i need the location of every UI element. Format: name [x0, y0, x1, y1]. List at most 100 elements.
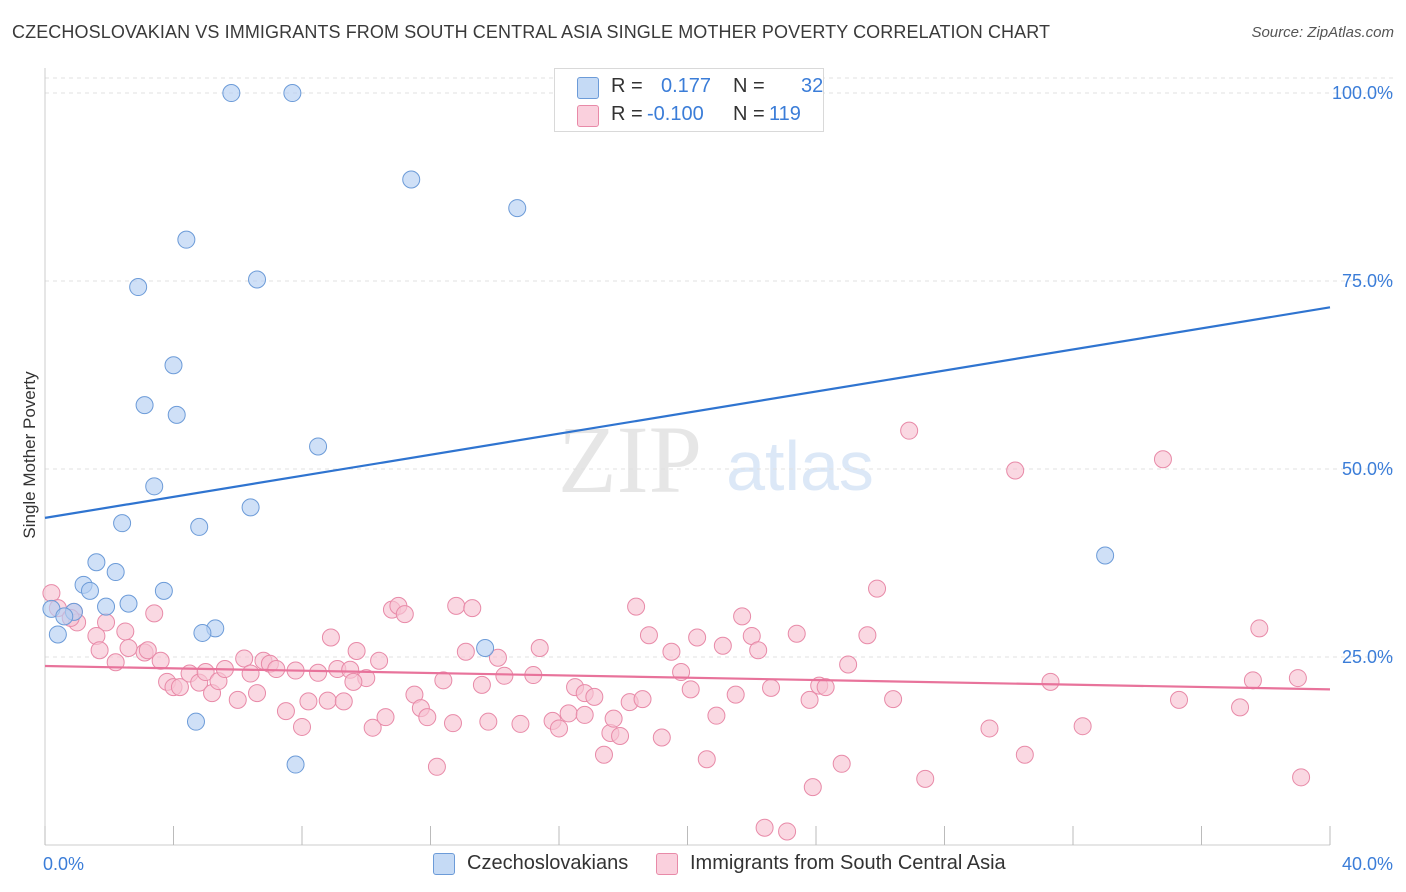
- immigrants-point: [733, 607, 752, 626]
- gridlines: [45, 77, 1394, 658]
- immigrants-point: [688, 628, 707, 647]
- immigrants-point: [916, 769, 935, 788]
- immigrants-point: [42, 584, 61, 603]
- czechoslovakians-point: [248, 270, 267, 289]
- immigrants-point: [662, 642, 681, 661]
- immigrants-point: [347, 641, 366, 660]
- watermark-zip: ZIP: [558, 406, 702, 513]
- czechoslovakians-point: [309, 437, 328, 456]
- immigrants-point: [1170, 690, 1189, 709]
- immigrants-point: [1006, 461, 1025, 480]
- legend-swatch-blue: [433, 853, 455, 875]
- immigrants-point: [778, 822, 797, 841]
- axes: [44, 68, 1331, 846]
- immigrants-point: [299, 692, 318, 711]
- immigrants-point: [241, 664, 260, 683]
- immigrants-point: [479, 712, 498, 731]
- watermark: ZIP atlas: [558, 406, 874, 513]
- immigrants-point: [463, 599, 482, 618]
- immigrants-point: [672, 663, 691, 682]
- immigrants-point: [832, 754, 851, 773]
- immigrants-point: [334, 692, 353, 711]
- immigrants-point: [511, 714, 530, 733]
- r-label: R =: [611, 75, 643, 97]
- czechoslovakians-point: [154, 581, 173, 600]
- series-czechoslovakians-points: [42, 84, 1115, 774]
- czechoslovakians-point: [190, 517, 209, 536]
- immigrants-point: [1015, 745, 1034, 764]
- series-immigrants-points: [42, 421, 1311, 841]
- czechoslovakians-point: [97, 597, 116, 616]
- immigrants-point: [800, 690, 819, 709]
- czechoslovakians-point: [48, 625, 67, 644]
- legend-swatch-blue: [577, 77, 599, 99]
- czechoslovakians-point: [186, 712, 205, 731]
- immigrants-point: [839, 655, 858, 674]
- immigrants-point: [228, 690, 247, 709]
- immigrants-point: [116, 622, 135, 641]
- immigrants-point: [900, 421, 919, 440]
- immigrants-point: [1073, 717, 1092, 736]
- legend-swatch-pink: [577, 105, 599, 127]
- czechoslovakians-point: [193, 623, 212, 642]
- trendlines: [44, 306, 1331, 691]
- chart-source: Source: ZipAtlas.com: [1251, 24, 1394, 41]
- immigrants-point: [585, 687, 604, 706]
- n-value: 32: [801, 75, 824, 97]
- czechoslovakians-point: [113, 514, 132, 533]
- legend-swatch-pink: [656, 853, 678, 875]
- n-value: 119: [769, 103, 801, 125]
- y-tick-label: 100.0%: [1332, 83, 1393, 103]
- czechoslovakians-point: [145, 477, 164, 496]
- immigrants-point: [594, 745, 613, 764]
- immigrants-point: [604, 709, 623, 728]
- czechoslovakians-point: [164, 356, 183, 375]
- immigrants-point: [170, 678, 189, 697]
- immigrants-point: [868, 579, 887, 598]
- immigrants-point: [550, 719, 568, 738]
- immigrants-point: [1243, 671, 1262, 690]
- immigrants-point: [418, 708, 437, 727]
- czechoslovakians-point: [222, 84, 241, 103]
- immigrants-point: [713, 636, 732, 655]
- immigrants-point: [627, 597, 646, 616]
- immigrants-trendline: [44, 664, 1331, 691]
- immigrants-point: [443, 714, 462, 733]
- czechoslovakians-point: [283, 84, 302, 103]
- tick-labels: 25.0% 50.0% 75.0% 100.0% 0.0% 40.0%: [43, 83, 1393, 874]
- immigrants-point: [119, 638, 138, 657]
- immigrants-point: [726, 685, 745, 704]
- immigrants-point: [787, 624, 806, 643]
- correlation-legend: R = 0.177 N = 32 R = -0.100 N = 119: [554, 68, 824, 132]
- czechoslovakians-point: [135, 396, 154, 415]
- immigrants-point: [488, 648, 507, 667]
- immigrants-point: [395, 605, 414, 624]
- immigrants-point: [472, 675, 491, 694]
- immigrants-point: [980, 719, 999, 738]
- immigrants-point: [145, 604, 164, 623]
- immigrants-point: [1288, 669, 1307, 688]
- immigrants-point: [755, 818, 774, 837]
- y-axis-title: Single Mother Poverty: [20, 371, 39, 539]
- czechoslovakians-point: [87, 553, 106, 572]
- immigrants-point: [309, 663, 328, 682]
- czechoslovakians-point: [106, 563, 125, 582]
- immigrants-point: [1153, 450, 1172, 469]
- czechoslovakians-trendline: [44, 306, 1331, 519]
- immigrants-point: [575, 705, 594, 724]
- immigrants-point: [559, 704, 578, 723]
- immigrants-point: [151, 651, 170, 670]
- czechoslovakians-point: [402, 170, 421, 189]
- czechoslovakians-point: [286, 755, 305, 774]
- czechoslovakians-point: [241, 498, 260, 517]
- n-label: N =: [733, 75, 765, 97]
- immigrants-point: [138, 641, 157, 660]
- watermark-atlas: atlas: [726, 427, 874, 505]
- czechoslovakians-point: [80, 581, 99, 600]
- immigrants-point: [321, 628, 340, 647]
- immigrants-point: [1250, 619, 1269, 638]
- immigrants-point: [707, 706, 726, 725]
- immigrants-point: [697, 750, 716, 769]
- immigrants-point: [376, 708, 395, 727]
